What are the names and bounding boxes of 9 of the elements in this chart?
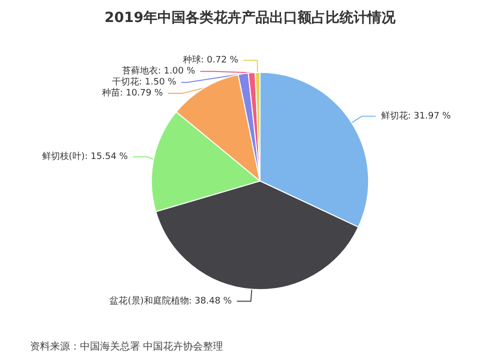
chart-title: 2019年中国各类花卉产品出口额占比统计情况 <box>104 9 396 26</box>
text: 资料来源：中国海关总署 中国花卉协会整理 <box>30 340 224 352</box>
slice-label: 种球: 0.72 % <box>182 54 239 66</box>
slice-label: 盆花(景)和庭院植物: 38.48 % <box>110 295 232 306</box>
slice-label: 苔藓地衣: 1.00 % <box>122 65 196 76</box>
slice-label: 鲜切枝(叶): 15.54 % <box>42 150 128 162</box>
slice-label: 干切花: 1.50 % <box>112 76 177 88</box>
slice-label: 种苗: 10.79 % <box>102 87 164 98</box>
slice-label: 鲜切花: 31.97 % <box>380 110 452 122</box>
